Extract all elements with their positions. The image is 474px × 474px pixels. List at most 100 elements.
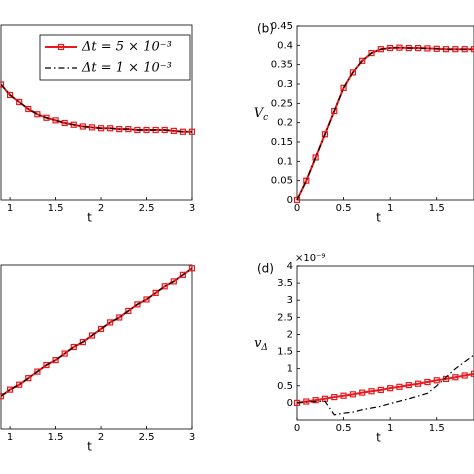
y-tick-label: 1.5 bbox=[277, 347, 293, 358]
y-tick-label: 0 bbox=[287, 398, 293, 409]
y-axis-label-main: v bbox=[254, 336, 262, 351]
marker bbox=[52, 357, 59, 364]
marker bbox=[0, 81, 5, 88]
plot-frame bbox=[0, 264, 193, 430]
y-tick-label: 0.4 bbox=[277, 40, 293, 51]
marker bbox=[52, 117, 59, 124]
marker bbox=[396, 383, 403, 390]
marker bbox=[433, 377, 440, 384]
legend-box bbox=[39, 34, 191, 81]
x-tick-label: 3 bbox=[189, 432, 195, 443]
marker bbox=[79, 338, 86, 346]
marker bbox=[61, 350, 68, 357]
series-group bbox=[0, 81, 196, 135]
marker bbox=[470, 46, 474, 53]
marker bbox=[321, 131, 329, 138]
marker bbox=[16, 381, 23, 388]
y-axis-label-sub: Δ bbox=[260, 343, 268, 353]
marker bbox=[170, 127, 177, 134]
y-axis-label: vΔ bbox=[254, 336, 268, 353]
marker bbox=[312, 397, 319, 404]
x-tick-label: 3 bbox=[189, 203, 195, 214]
marker bbox=[415, 380, 422, 387]
marker bbox=[43, 361, 50, 369]
marker bbox=[0, 393, 5, 400]
marker bbox=[293, 196, 301, 204]
marker bbox=[340, 392, 347, 399]
marker bbox=[97, 325, 105, 333]
marker bbox=[331, 393, 338, 401]
series-line bbox=[296, 47, 474, 201]
marker bbox=[340, 84, 347, 91]
marker bbox=[188, 128, 196, 135]
marker bbox=[43, 114, 50, 121]
legend-marker bbox=[57, 43, 65, 51]
marker bbox=[107, 319, 114, 326]
y-axis-label-sub: c bbox=[263, 113, 268, 123]
marker bbox=[143, 126, 150, 134]
marker bbox=[461, 372, 468, 379]
marker bbox=[116, 126, 123, 133]
marker bbox=[349, 69, 356, 76]
marker bbox=[170, 278, 177, 285]
marker bbox=[405, 381, 412, 389]
x-axis-label: t bbox=[376, 431, 381, 445]
marker bbox=[25, 375, 32, 382]
marker bbox=[424, 378, 431, 386]
marker bbox=[359, 57, 366, 64]
marker bbox=[16, 98, 23, 106]
marker bbox=[88, 124, 96, 131]
x-tick-label: 2.5 bbox=[139, 203, 155, 214]
x-tick-label: 2 bbox=[98, 432, 104, 443]
marker bbox=[88, 332, 96, 339]
x-tick-label: 0.5 bbox=[336, 203, 352, 214]
x-tick-label: 1.5 bbox=[429, 203, 445, 214]
x-tick-label: 1 bbox=[387, 423, 393, 434]
y-axis-label: Vc bbox=[254, 106, 268, 123]
y-tick-label: 3.5 bbox=[277, 278, 293, 289]
marker bbox=[188, 265, 196, 272]
marker bbox=[349, 391, 356, 398]
y-tick-label: 0.35 bbox=[271, 60, 293, 71]
marker bbox=[387, 385, 394, 392]
y-multiplier: ×10⁻⁹ bbox=[295, 253, 325, 264]
marker bbox=[143, 296, 150, 303]
x-tick-label: 2 bbox=[98, 203, 104, 214]
marker bbox=[377, 386, 384, 393]
marker bbox=[368, 49, 375, 57]
y-tick-label: 1 bbox=[287, 364, 293, 375]
x-tick-label: 1.5 bbox=[48, 203, 64, 214]
series-line bbox=[296, 354, 474, 416]
y-tick-label: 0.25 bbox=[271, 98, 293, 109]
marker bbox=[179, 271, 187, 278]
marker bbox=[303, 398, 310, 405]
legend-label: Δt = 1 × 10⁻³ bbox=[81, 61, 172, 76]
y-tick-label: 0.05 bbox=[271, 176, 293, 187]
x-tick-label: 0 bbox=[294, 423, 300, 434]
marker bbox=[134, 301, 141, 308]
marker bbox=[368, 388, 375, 395]
marker bbox=[359, 389, 366, 396]
marker bbox=[25, 105, 32, 113]
marker bbox=[125, 307, 132, 315]
y-tick-label: 3 bbox=[287, 295, 293, 306]
y-axis-label-main: V bbox=[254, 106, 265, 121]
y-tick-label: 0.1 bbox=[277, 156, 293, 167]
y-tick-label: 0.3 bbox=[277, 79, 293, 90]
marker bbox=[34, 111, 41, 118]
marker bbox=[34, 368, 41, 375]
marker bbox=[331, 107, 338, 115]
y-tick-label: 0.15 bbox=[271, 137, 293, 148]
y-tick-label: 0.2 bbox=[277, 118, 293, 129]
x-tick-label: 1 bbox=[7, 203, 13, 214]
marker bbox=[312, 154, 319, 161]
marker bbox=[116, 314, 123, 321]
x-tick-label: 1.5 bbox=[429, 423, 445, 434]
marker bbox=[161, 283, 168, 290]
x-tick-label: 1 bbox=[7, 432, 13, 443]
plot-frame bbox=[296, 265, 474, 421]
y-tick-label: 2.5 bbox=[277, 312, 293, 323]
series-group bbox=[293, 354, 474, 416]
series-group bbox=[293, 44, 474, 204]
series-line bbox=[0, 84, 192, 133]
